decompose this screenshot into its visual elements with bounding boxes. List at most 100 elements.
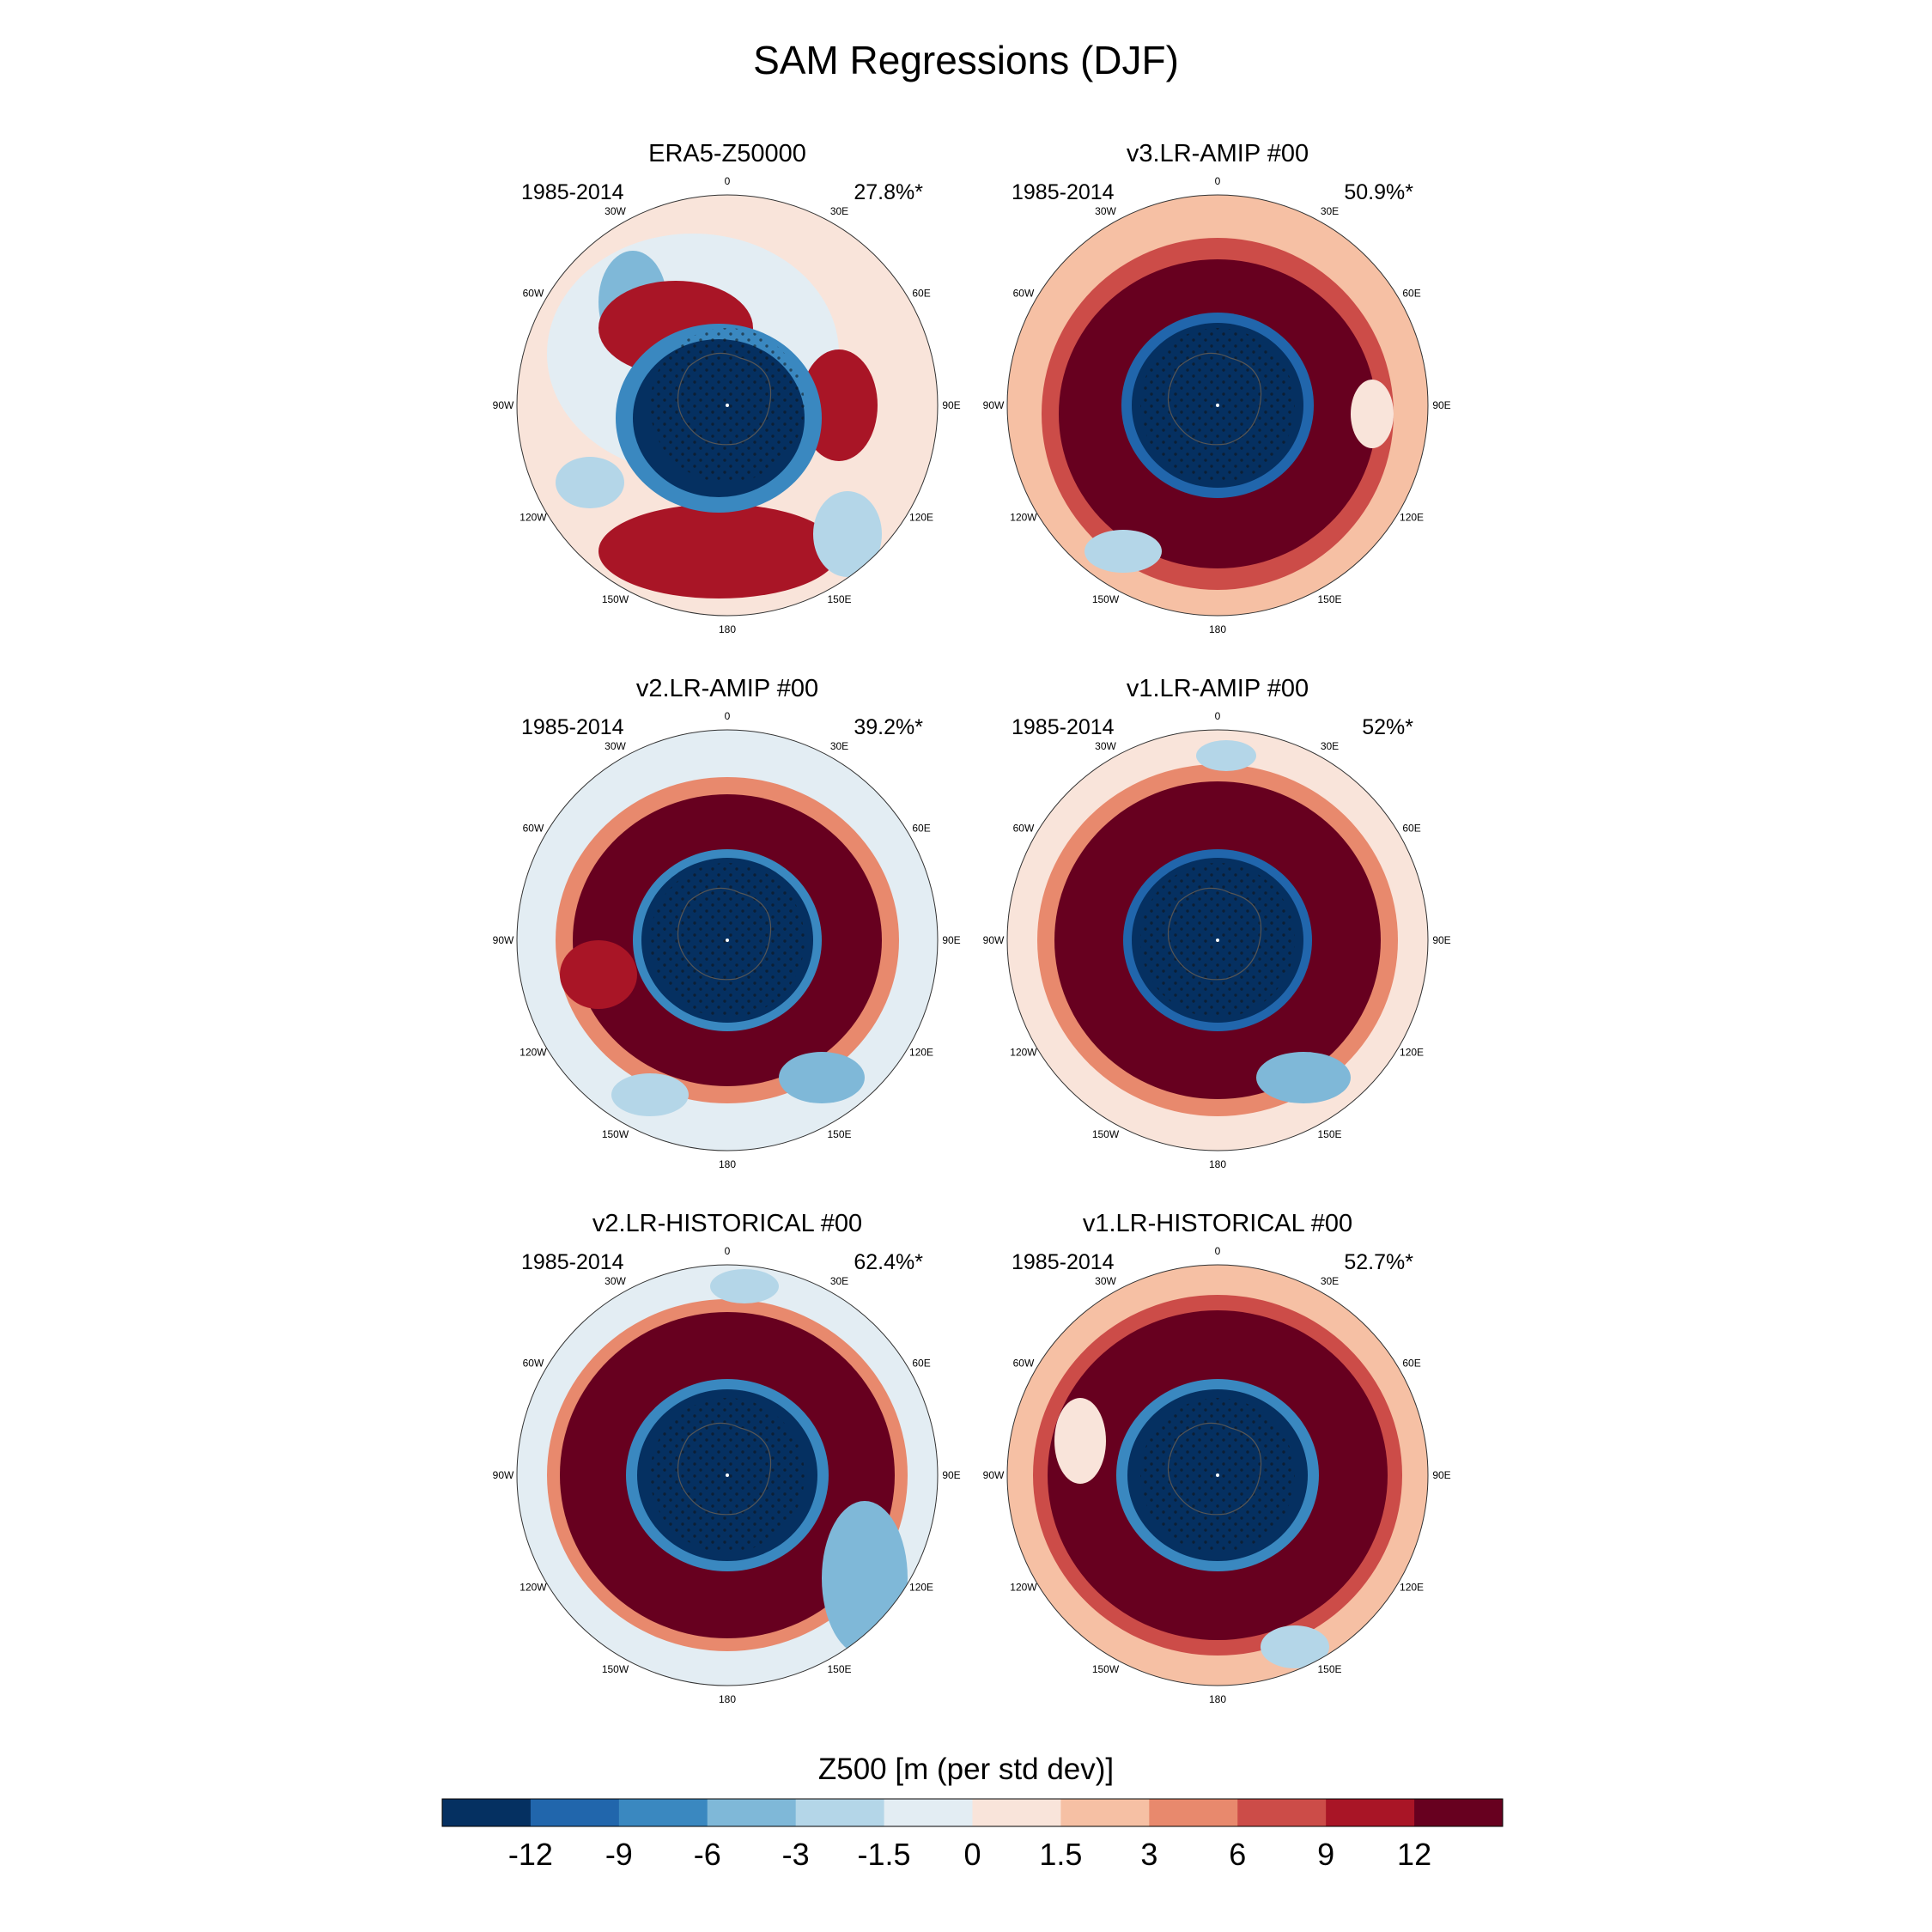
- coastline: [1168, 887, 1262, 981]
- colorbar-swatch: [1237, 1799, 1327, 1826]
- lon-label: 150E: [827, 593, 851, 605]
- contour-region: [556, 457, 624, 508]
- panel-title: v1.LR-HISTORICAL #00: [1083, 1210, 1352, 1237]
- lon-label: 30W: [605, 205, 626, 217]
- lon-label: 150W: [1092, 593, 1120, 605]
- lon-label: 60E: [1402, 1358, 1420, 1370]
- coastline: [1168, 1422, 1262, 1516]
- lon-label: 30W: [1095, 740, 1116, 752]
- lon-label: 30E: [1321, 205, 1339, 217]
- colorbar-swatch: [1326, 1799, 1415, 1826]
- colorbar-tick-label: -9: [605, 1837, 633, 1872]
- colorbar-swatch: [884, 1799, 973, 1826]
- lon-label: 90W: [983, 1469, 1005, 1481]
- lon-label: 60W: [523, 823, 544, 835]
- lon-label: 180: [719, 623, 736, 635]
- panel-2: 0 30E 60E 90E 120E 150E 180 150W 120W 90W 60W 30W v2…: [493, 675, 961, 1170]
- lon-label: 60W: [1013, 823, 1035, 835]
- map-border: [1006, 1264, 1429, 1686]
- map-border: [516, 729, 939, 1151]
- colorbar-tick-label: 1.5: [1039, 1837, 1082, 1872]
- panels: 0 30E 60E 90E 120E 150E 180 150W 120W 90W 60W 30W ER…: [493, 140, 1451, 1705]
- colorbar-swatch: [795, 1799, 885, 1826]
- lon-label: 180: [1209, 623, 1226, 635]
- lon-label: 60E: [912, 823, 930, 835]
- panel-title: v1.LR-AMIP #00: [1127, 675, 1309, 702]
- lon-label: 0: [1215, 710, 1221, 722]
- lon-label: 30W: [605, 740, 626, 752]
- lon-label: 90W: [493, 399, 514, 411]
- colorbar-swatch: [707, 1799, 797, 1826]
- lon-label: 120E: [1400, 1047, 1424, 1059]
- colorbar-swatch: [530, 1799, 620, 1826]
- lon-label: 60W: [1013, 1358, 1035, 1370]
- lon-label: 150W: [1092, 1128, 1120, 1140]
- lon-label: 0: [725, 1245, 731, 1257]
- lon-label: 90E: [1432, 1469, 1450, 1481]
- colorbar-tick-label: 3: [1140, 1837, 1157, 1872]
- contour-region: [598, 504, 839, 598]
- lon-label: 150E: [827, 1128, 851, 1140]
- contour-region: [560, 940, 637, 1009]
- panel-0: 0 30E 60E 90E 120E 150E 180 150W 120W 90W 60W 30W ER…: [493, 140, 961, 635]
- lon-label: 150E: [1317, 1663, 1341, 1675]
- contour-region: [1351, 380, 1394, 448]
- lon-label: 90E: [942, 934, 960, 946]
- colorbar-swatch: [972, 1799, 1061, 1826]
- contour-region: [1054, 1398, 1106, 1484]
- lon-label: 30E: [830, 1275, 848, 1287]
- colorbar-tick-label: 12: [1397, 1837, 1431, 1872]
- pole-marker: [1216, 404, 1219, 407]
- polar-map: [1007, 730, 1428, 1151]
- lon-label: 120W: [519, 1047, 547, 1059]
- panel-title: v2.LR-HISTORICAL #00: [592, 1210, 862, 1237]
- polar-map: [517, 195, 938, 616]
- contour-region: [1196, 740, 1256, 771]
- colorbar-swatch: [1149, 1799, 1238, 1826]
- coastline: [677, 887, 772, 981]
- panel-variance: 52.7%*: [1344, 1250, 1413, 1274]
- lon-label: 150E: [827, 1663, 851, 1675]
- panel-variance: 50.9%*: [1344, 180, 1413, 204]
- lon-label: 90W: [493, 934, 514, 946]
- colorbar-tick-label: 6: [1229, 1837, 1246, 1872]
- panel-variance: 27.8%*: [854, 180, 923, 204]
- contour-region: [1084, 530, 1162, 573]
- pole-marker: [1216, 939, 1219, 942]
- panel-3: 0 30E 60E 90E 120E 150E 180 150W 120W 90W 60W 30W v1…: [983, 675, 1451, 1170]
- lon-label: 120E: [1400, 1582, 1424, 1594]
- lon-label: 0: [1215, 1245, 1221, 1257]
- colorbar: Z500 [m (per std dev)] -12 -9 -6 -3 -1.5 0 1.5…: [441, 1753, 1504, 1872]
- coastline: [677, 352, 772, 446]
- panel-title: ERA5-Z50000: [648, 140, 806, 167]
- polar-map: [517, 730, 938, 1151]
- colorbar-tick-label: -3: [782, 1837, 810, 1872]
- lon-label: 90E: [942, 399, 960, 411]
- lon-label: 180: [1209, 1158, 1226, 1170]
- lon-label: 150W: [602, 593, 629, 605]
- lon-label: 120E: [909, 1047, 933, 1059]
- lon-label: 150W: [1092, 1663, 1120, 1675]
- lon-label: 60E: [912, 288, 930, 300]
- colorbar-swatch: [1414, 1799, 1504, 1826]
- colorbar-title: Z500 [m (per std dev)]: [818, 1753, 1114, 1786]
- contour-region: [822, 1501, 908, 1656]
- contour-region: [1261, 1625, 1329, 1668]
- polar-map: [1007, 195, 1428, 616]
- lon-label: 180: [719, 1693, 736, 1705]
- lon-label: 90E: [1432, 399, 1450, 411]
- colorbar-swatch: [1060, 1799, 1150, 1826]
- lon-label: 0: [1215, 175, 1221, 187]
- contour-region: [1256, 1052, 1351, 1103]
- lon-label: 30W: [1095, 205, 1116, 217]
- lon-label: 30E: [830, 205, 848, 217]
- lon-label: 120E: [909, 512, 933, 524]
- panel-period: 1985-2014: [1012, 180, 1115, 204]
- map-border: [1006, 729, 1429, 1151]
- lon-label: 60E: [912, 1358, 930, 1370]
- panel-5: 0 30E 60E 90E 120E 150E 180 150W 120W 90W 60W 30W v1…: [983, 1210, 1451, 1705]
- lon-label: 60W: [1013, 288, 1035, 300]
- colorbar-tick-label: -1.5: [858, 1837, 911, 1872]
- panel-variance: 62.4%*: [854, 1250, 923, 1274]
- coastline: [1168, 352, 1262, 446]
